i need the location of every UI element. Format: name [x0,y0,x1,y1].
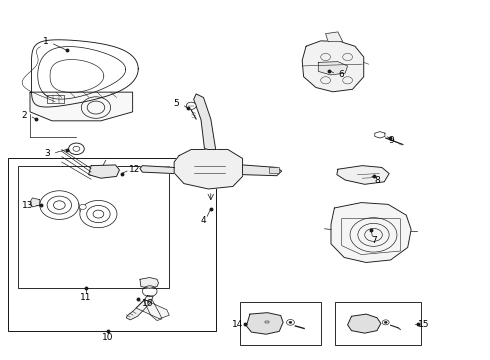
Text: 3: 3 [44,149,50,158]
Text: 15: 15 [418,320,430,329]
Text: 12: 12 [129,165,141,174]
Polygon shape [144,300,162,320]
Circle shape [287,319,294,325]
Text: 14: 14 [231,320,243,329]
Bar [335,302,421,345]
Text: 5: 5 [174,99,179,108]
Bar [18,166,169,288]
Circle shape [186,102,196,109]
Bar [270,167,279,173]
Circle shape [80,201,117,228]
Polygon shape [337,166,389,184]
Polygon shape [30,198,40,207]
Circle shape [289,321,292,323]
Circle shape [384,321,387,323]
Polygon shape [126,296,153,320]
Text: 2: 2 [22,111,27,120]
Text: 11: 11 [80,293,92,302]
Polygon shape [140,278,159,288]
Circle shape [79,204,86,210]
Polygon shape [318,62,347,75]
Polygon shape [246,313,283,334]
Text: 13: 13 [22,201,33,210]
Text: 9: 9 [389,136,394,145]
Text: 6: 6 [339,70,344,79]
Bar [47,95,64,103]
Bar [8,158,216,330]
Polygon shape [347,314,381,333]
Text: 7: 7 [371,236,377,245]
Polygon shape [243,165,282,176]
Polygon shape [331,203,411,262]
Polygon shape [302,41,364,92]
Polygon shape [326,32,343,41]
Polygon shape [89,165,120,178]
Circle shape [69,143,84,154]
Bar [240,302,321,345]
Text: 10: 10 [102,333,114,342]
Polygon shape [174,149,243,189]
Polygon shape [194,94,216,149]
Text: 4: 4 [201,216,206,225]
Polygon shape [140,166,174,174]
Polygon shape [136,300,169,319]
Circle shape [382,320,389,325]
Bar [265,321,270,323]
Text: 16: 16 [142,299,153,308]
Polygon shape [30,92,133,121]
Text: 1: 1 [43,37,49,46]
Circle shape [40,191,79,220]
Text: 8: 8 [374,176,380,185]
